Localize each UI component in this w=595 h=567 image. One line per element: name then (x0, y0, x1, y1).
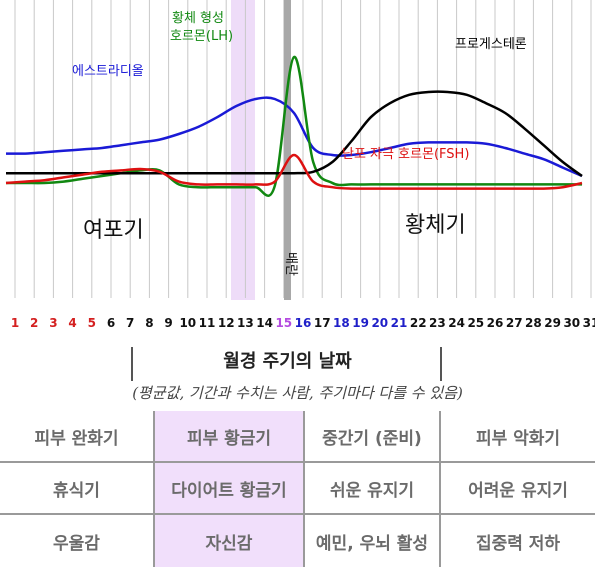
table-cell: 자신감 (155, 515, 305, 567)
day-label: 20 (371, 316, 388, 330)
day-header: 월경 주기의 날짜 (0, 345, 595, 385)
header-separator (440, 347, 442, 381)
table-cell: 휴식기 (0, 463, 155, 515)
fsh-line (5, 153, 583, 190)
day-label: 16 (295, 316, 312, 330)
day-label: 28 (525, 316, 542, 330)
day-label: 30 (563, 316, 580, 330)
day-label: 1 (11, 316, 19, 330)
ovulation-bar (284, 0, 291, 300)
table-cell: 집중력 저하 (475, 533, 561, 554)
day-label: 17 (314, 316, 331, 330)
day-label: 3 (49, 316, 57, 330)
estradiol-label: 에스트라디올 (72, 64, 144, 79)
luteal-phase-label: 황체기 (405, 213, 466, 238)
estradiol-line (5, 96, 583, 178)
table-cell: 예민, 우뇌 활성 (305, 515, 441, 567)
day-label: 29 (544, 316, 561, 330)
day-label: 15 (275, 316, 292, 330)
disclaimer-note: (평균값, 기간과 수치는 사람, 주기마다 다를 수 있음) (132, 384, 463, 402)
progesterone-label: 프로게스테론 (455, 37, 527, 52)
table-cell: 피부 악화기 (441, 411, 595, 463)
day-label: 11 (199, 316, 216, 330)
series-lines (5, 55, 583, 197)
day-label: 31 (583, 316, 595, 330)
table-cell: 우울감 (0, 515, 155, 567)
day-label: 2 (30, 316, 38, 330)
day-label: 19 (352, 316, 369, 330)
day-axis: 1 2 3 4 5 6 7 8 9 10 11 12 13 14 15 16 17 18 19 20 21 22 23 24 2… (11, 316, 595, 330)
day-label: 26 (487, 316, 504, 330)
fsh-label: 난포 자극 호르몬(FSH) (342, 147, 469, 162)
day-label: 12 (218, 316, 235, 330)
follicular-phase-label: 여포기 (83, 218, 144, 243)
lh-label-line1: 황체 형성 (172, 11, 224, 26)
day-label: 23 (429, 316, 446, 330)
day-label: 27 (506, 316, 523, 330)
table-cell: 어려운 유지기 (441, 463, 595, 515)
day-label: 9 (164, 316, 172, 330)
table-cell: 피부 황금기 (155, 411, 305, 463)
lh-label-line2: 호르몬(LH) (170, 29, 233, 44)
table-cell: 다이어트 황금기 (155, 463, 305, 515)
day-label: 13 (237, 316, 254, 330)
day-label: 25 (467, 316, 484, 330)
day-label: 21 (391, 316, 408, 330)
day-label: 10 (179, 316, 196, 330)
day-label: 7 (126, 316, 134, 330)
header-separator (131, 347, 133, 381)
table-cell: 쉬운 유지기 (305, 463, 441, 515)
lh-line (6, 55, 582, 197)
day-label: 6 (107, 316, 115, 330)
day-label: 4 (68, 316, 76, 330)
grid-lines (14, 0, 592, 298)
day-label: 8 (145, 316, 153, 330)
day-label: 18 (333, 316, 350, 330)
cycle-day-title: 월경 주기의 날짜 (223, 351, 352, 372)
table-cell: 중간기 (준비) (305, 411, 441, 463)
day-label: 14 (256, 316, 273, 330)
day-label: 22 (410, 316, 427, 330)
table-cell: 피부 완화기 (0, 411, 155, 463)
phase-table: 피부 완화기 피부 황금기 중간기 (준비) 피부 악화기 휴식기 다이어트 황… (0, 411, 595, 567)
ovulation-highlight-band (231, 0, 255, 300)
hormone-chart: 1 2 3 4 5 6 7 8 9 10 11 12 13 14 15 16 17 18 19 20 21 22 23 24 2… (5, 0, 595, 330)
ovulation-label: 배란 (283, 252, 298, 276)
day-label: 5 (88, 316, 96, 330)
progesterone-line (6, 90, 583, 178)
day-label: 24 (448, 316, 465, 330)
